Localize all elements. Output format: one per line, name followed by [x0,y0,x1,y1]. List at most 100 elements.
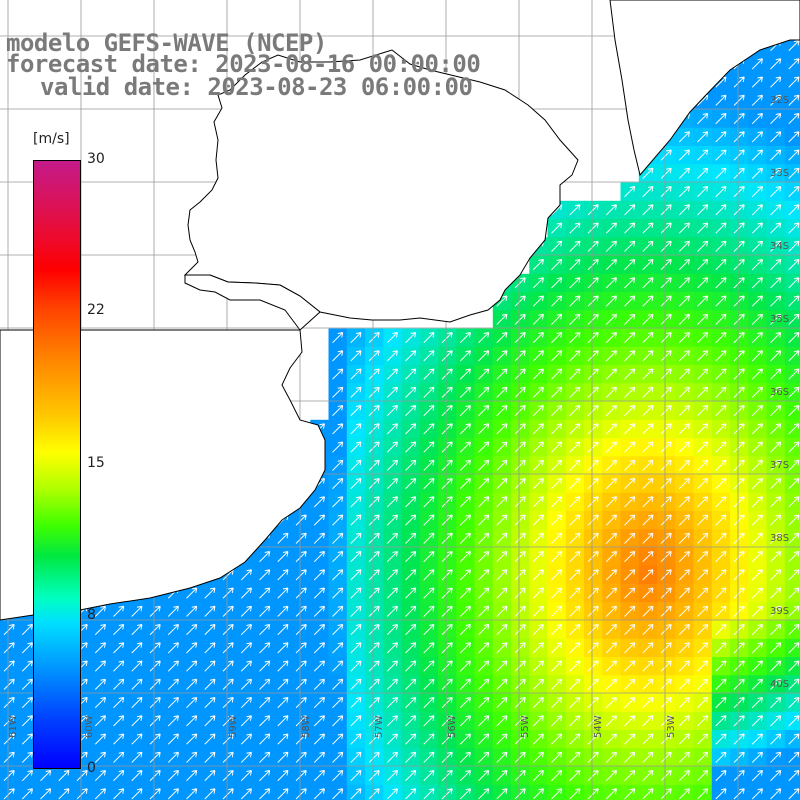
wind-arrow [678,715,690,727]
wind-speed-cell [36,766,56,786]
wind-speed-cell [383,419,403,439]
wind-speed-cell [730,310,749,330]
wind-arrow [423,496,435,508]
wind-arrow [496,496,508,508]
wind-arrow [788,678,800,690]
wind-speed-cell [511,383,530,403]
wind-speed-cell [730,602,749,622]
wind-speed-cell [474,529,494,549]
wind-arrow [259,642,271,654]
wind-arrow [715,149,727,161]
wind-speed-cell [401,511,421,530]
wind-arrow [569,715,581,727]
wind-speed-cell [383,565,403,585]
wind-speed-cell [711,784,731,800]
wind-arrow [678,788,690,800]
wind-arrow [642,587,654,599]
wind-speed-cell [91,657,111,676]
wind-speed-cell [182,657,202,676]
wind-arrow [678,642,690,654]
coastline-uruguay [183,49,579,323]
wind-speed-cell [693,766,713,786]
wind-speed-cell [748,255,768,275]
wind-arrow [496,478,508,490]
wind-arrow [514,478,526,490]
wind-arrow [3,660,15,672]
wind-arrow [751,222,763,234]
wind-arrow [569,587,581,599]
wind-speed-cell [200,711,220,731]
wind-arrow [551,386,563,398]
wind-speed-cell [200,638,220,658]
wind-arrow [678,605,690,617]
wind-speed-cell [748,91,768,111]
wind-arrow [368,788,380,800]
wind-speed-cell [383,620,403,640]
wind-speed-cell [328,602,348,622]
wind-arrow [368,569,380,581]
wind-arrow [350,405,362,417]
wind-arrow [733,350,745,362]
wind-arrow [678,459,690,471]
wind-speed-cell [511,693,530,713]
wind-speed-cell [584,237,603,257]
wind-arrow [733,770,745,782]
wind-speed-cell [602,401,622,421]
wind-speed-cell [383,693,403,713]
wind-arrow [751,131,763,143]
wind-speed-cell [584,584,603,603]
wind-arrow [131,642,143,654]
wind-arrow [459,751,471,763]
wind-arrow [551,605,563,617]
wind-arrow [678,678,690,690]
wind-speed-cell [511,602,530,622]
wind-arrow [167,788,179,800]
wind-arrow [678,405,690,417]
wind-arrow [770,222,782,234]
wind-speed-cell [547,292,567,311]
wind-arrow [405,478,417,490]
wind-speed-cell [91,620,111,640]
wind-speed-cell [18,784,38,800]
wind-speed-cell [657,474,676,494]
wind-arrow [113,605,125,617]
wind-speed-cell [438,638,457,658]
wind-arrow [770,350,782,362]
wind-arrow [733,131,745,143]
wind-arrow [751,368,763,380]
wind-arrow [204,587,216,599]
wind-speed-cell [182,730,202,749]
wind-arrow [678,277,690,289]
wind-arrow [222,697,234,709]
wind-speed-cell [620,711,640,731]
wind-arrow [186,587,198,599]
wind-speed-cell [255,730,275,749]
wind-speed-cell [511,529,530,549]
wind-arrow [733,751,745,763]
wind-arrow [277,751,289,763]
wind-speed-cell [365,602,384,622]
wind-speed-cell [748,492,768,512]
wind-arrow [313,788,325,800]
wind-speed-cell [237,675,257,695]
wind-speed-cell [219,766,238,786]
wind-arrow [788,259,800,271]
wind-speed-cell [419,748,439,768]
wind-arrow [642,678,654,690]
wind-speed-cell [255,748,275,768]
wind-arrow [551,532,563,544]
wind-arrow [569,222,581,234]
wind-speed-cell [711,328,731,348]
wind-arrow [259,733,271,745]
wind-arrow [332,569,344,581]
wind-arrow [569,478,581,490]
wind-speed-cell [511,657,530,676]
wind-arrow [697,332,709,344]
wind-arrow [733,733,745,745]
wind-arrow [624,423,636,435]
wind-speed-cell [200,657,220,676]
wind-speed-cell [492,511,512,530]
wind-arrow [149,715,161,727]
wind-speed-cell [492,346,512,366]
wind-arrow [441,569,453,581]
